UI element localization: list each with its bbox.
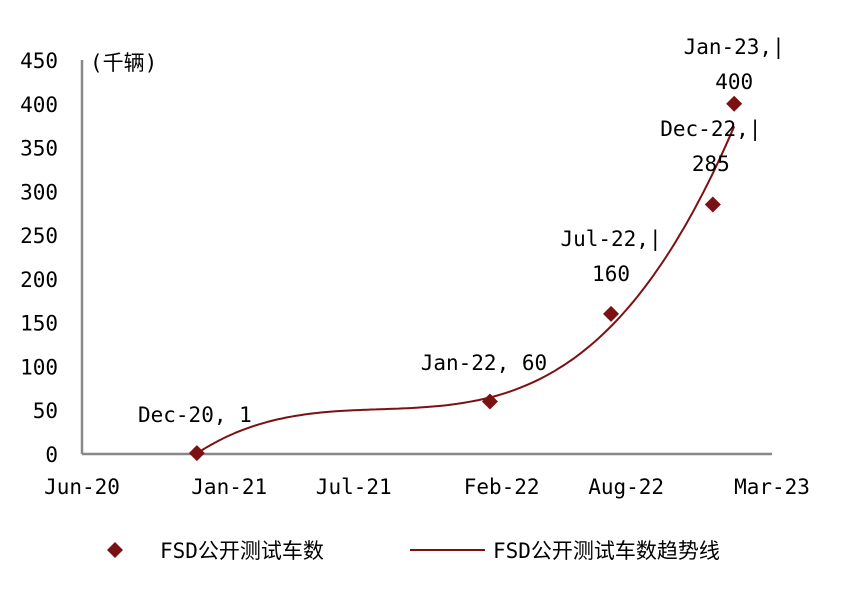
data-point-diamond [188,445,205,462]
legend-label-trendline: FSD公开测试车数趋势线 [493,539,720,563]
x-tick-label: Mar-23 [734,475,810,499]
x-tick-label: Jul-21 [316,475,392,499]
x-tick-label: Jun-20 [44,475,120,499]
y-tick-label: 250 [20,224,58,248]
x-tick-label: Feb-22 [464,475,540,499]
data-point-diamond [481,393,498,410]
data-point-diamond [726,95,743,112]
legend: FSD公开测试车数 FSD公开测试车数趋势线 [107,539,720,563]
x-tick-label: Jan-21 [191,475,267,499]
y-tick-label: 100 [20,355,58,379]
y-tick-label: 350 [20,137,58,161]
y-tick-label: 150 [20,312,58,336]
x-tick-label: Aug-22 [588,475,664,499]
y-tick-label: 200 [20,268,58,292]
data-point-diamond [603,305,620,322]
y-tick-label: 300 [20,180,58,204]
data-point-diamond [704,196,721,213]
y-tick-label: 400 [20,93,58,117]
legend-marker-diamond [107,542,123,558]
data-points [188,95,743,462]
y-tick-label: 0 [45,443,58,467]
y-tick-label: 50 [33,399,58,423]
y-unit-label: (千辆) [90,51,157,75]
legend-label-series: FSD公开测试车数 [160,539,324,563]
trendline [196,125,736,455]
axes: 0 50 100 150 200 250 300 350 400 450 Jun-20 Jan-21 J… [20,49,810,499]
y-tick-label: 450 [20,49,58,73]
